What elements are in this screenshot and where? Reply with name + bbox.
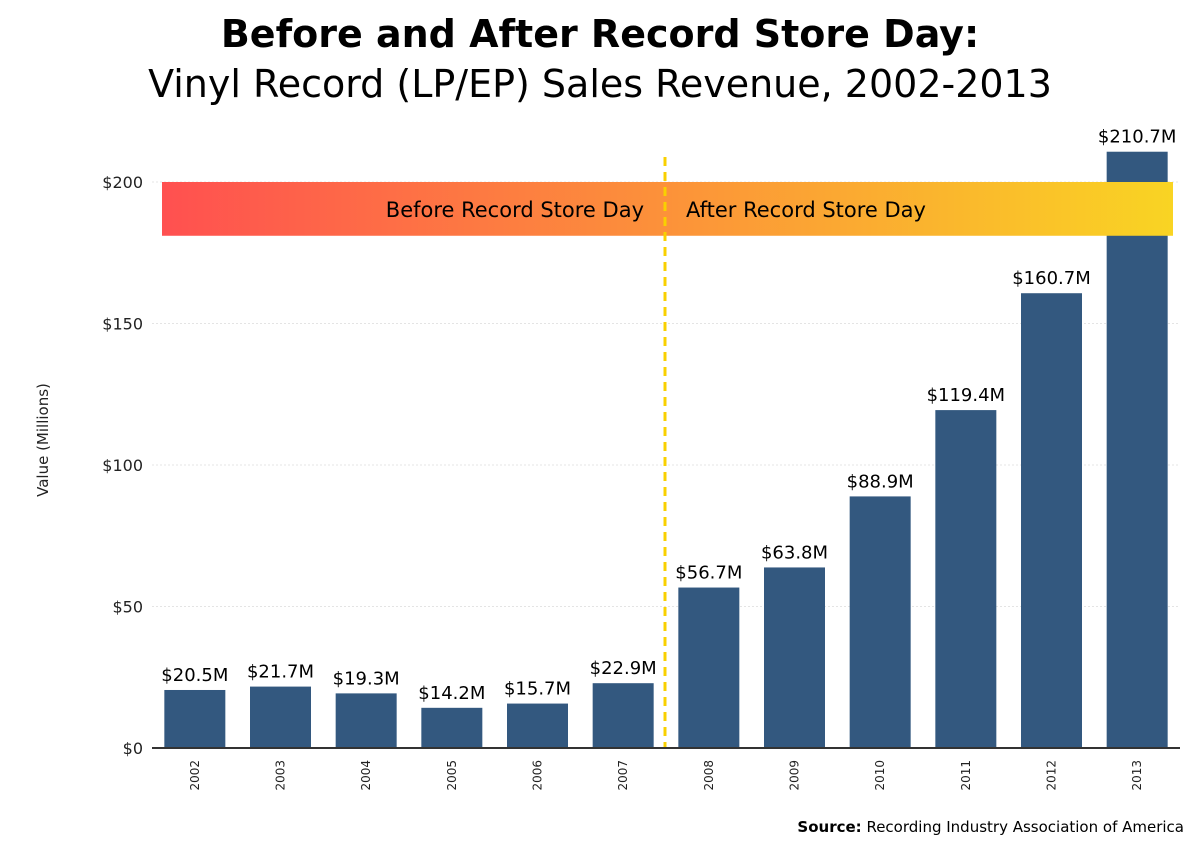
y-tick-label: $50 bbox=[112, 598, 143, 617]
data-label: $14.2M bbox=[418, 683, 485, 704]
x-tick-label: 2005 bbox=[445, 760, 459, 791]
x-tick-label: 2010 bbox=[873, 760, 887, 791]
y-axis-title: Value (Millions) bbox=[34, 383, 52, 497]
before-label: Before Record Store Day bbox=[386, 198, 644, 222]
bar bbox=[421, 707, 483, 748]
data-label: $20.5M bbox=[161, 665, 228, 686]
bar bbox=[250, 686, 311, 748]
x-tick-label: 2011 bbox=[959, 760, 973, 791]
bar bbox=[335, 693, 397, 748]
source-note: Source: Recording Industry Association o… bbox=[797, 818, 1184, 836]
y-tick-label: $150 bbox=[102, 315, 143, 334]
x-tick-label: 2008 bbox=[702, 760, 716, 791]
x-tick-label: 2006 bbox=[531, 760, 545, 791]
data-label: $56.7M bbox=[675, 563, 742, 584]
x-tick-label: 2003 bbox=[274, 760, 288, 791]
bar bbox=[592, 683, 654, 748]
data-label: $88.9M bbox=[847, 471, 914, 492]
bar bbox=[1106, 151, 1168, 748]
x-tick-label: 2002 bbox=[188, 760, 202, 791]
after-label: After Record Store Day bbox=[686, 198, 926, 222]
y-tick-label: $0 bbox=[123, 739, 143, 758]
source-label: Source: bbox=[797, 818, 862, 836]
y-tick-label: $200 bbox=[102, 173, 143, 192]
data-label: $22.9M bbox=[590, 658, 657, 679]
source-text: Recording Industry Association of Americ… bbox=[866, 818, 1184, 836]
x-tick-label: 2004 bbox=[359, 760, 373, 791]
data-label: $160.7M bbox=[1012, 268, 1091, 289]
bar bbox=[849, 496, 911, 748]
data-label: $210.7M bbox=[1098, 127, 1177, 148]
x-tick-label: 2007 bbox=[616, 760, 630, 791]
data-label: $21.7M bbox=[247, 662, 314, 683]
bar bbox=[507, 703, 568, 748]
data-label: $19.3M bbox=[333, 668, 400, 689]
x-tick-label: 2013 bbox=[1130, 760, 1144, 791]
bar bbox=[764, 567, 825, 748]
bar bbox=[935, 410, 997, 748]
bar bbox=[1021, 293, 1082, 748]
x-tick-label: 2012 bbox=[1045, 760, 1059, 791]
era-band bbox=[162, 182, 1173, 236]
y-tick-label: $100 bbox=[102, 456, 143, 475]
data-label: $15.7M bbox=[504, 679, 571, 700]
bar bbox=[678, 587, 740, 748]
bar bbox=[164, 689, 226, 748]
chart-title: Before and After Record Store Day: bbox=[220, 12, 980, 56]
x-tick-label: 2009 bbox=[788, 760, 802, 791]
data-label: $63.8M bbox=[761, 542, 828, 563]
chart-subtitle: Vinyl Record (LP/EP) Sales Revenue, 2002… bbox=[148, 62, 1052, 106]
data-label: $119.4M bbox=[927, 385, 1006, 406]
